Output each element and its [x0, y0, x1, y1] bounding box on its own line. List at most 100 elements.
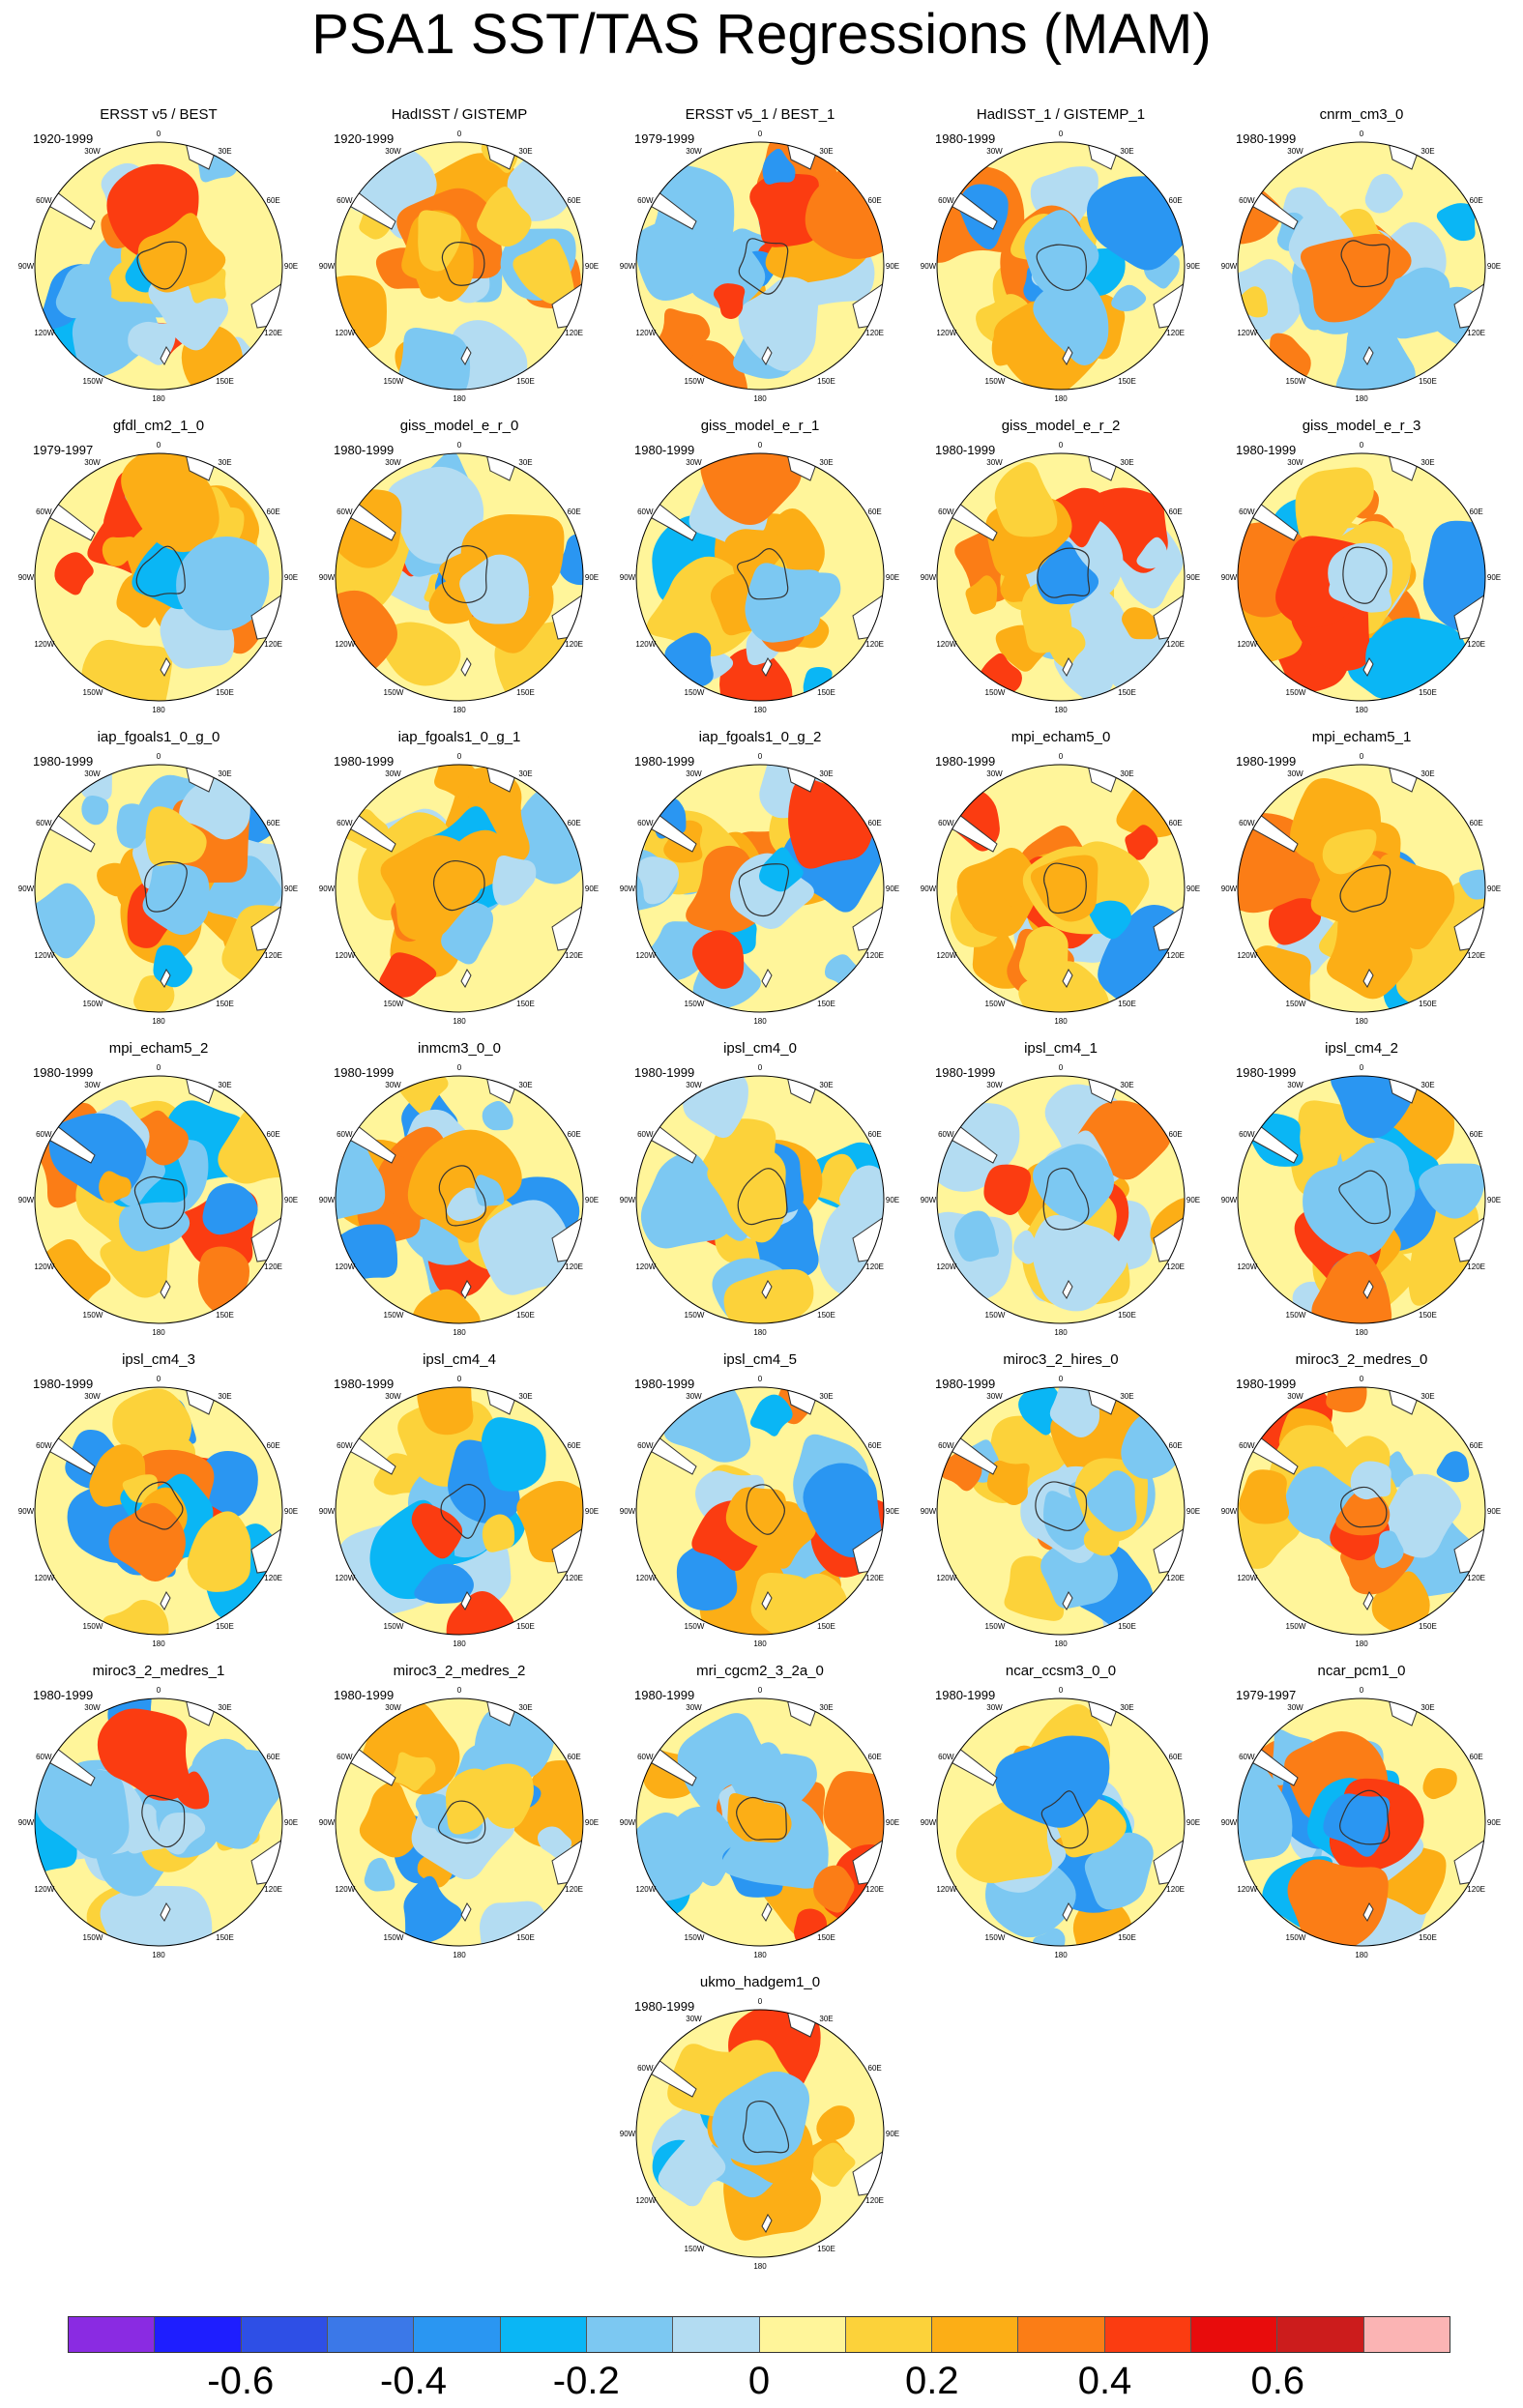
longitude-label: 150E — [1118, 1932, 1136, 1942]
anomaly-contour — [97, 1708, 190, 1801]
panel-title: mri_cgcm2_3_2a_0 — [696, 1663, 824, 1679]
panel-period: 1980-1999 — [634, 1065, 695, 1080]
map-panel: ipsl_cm4_1 1980-1999 0 30E 60E 90E 120E 150E 180… — [916, 1040, 1206, 1337]
longitude-label: 30E — [1120, 769, 1134, 779]
map-panel: ncar_pcm1_0 1979-1997 0 30E 60E 90E 120E 150E 18… — [1216, 1663, 1507, 1959]
longitude-label: 30E — [819, 1081, 834, 1090]
longitude-label: 60W — [1239, 818, 1255, 827]
map-boundary-circle — [1237, 1075, 1486, 1324]
polar-stereographic-map — [34, 1697, 283, 1947]
panel-period: 1980-1999 — [1236, 131, 1297, 146]
anomaly-contour — [1374, 1530, 1404, 1569]
longitude-label: 150E — [1118, 376, 1136, 386]
map-boundary-circle — [34, 452, 283, 702]
polar-stereographic-map — [335, 141, 584, 391]
anomaly-contour — [81, 639, 173, 701]
anomaly-contour — [1033, 276, 1109, 366]
longitude-label: 150W — [1285, 1932, 1306, 1942]
polar-stereographic-map — [1237, 764, 1486, 1013]
anomaly-contour — [1419, 1163, 1485, 1219]
anomaly-contour — [1086, 1470, 1137, 1532]
longitude-label: 30W — [84, 1703, 101, 1713]
anomaly-contour — [749, 1394, 793, 1436]
map-boundary-circle — [1237, 1697, 1486, 1947]
longitude-label: 150W — [82, 687, 103, 697]
longitude-label: 150E — [216, 999, 234, 1008]
longitude-label: 90E — [283, 1818, 299, 1827]
longitude-label: 60E — [1168, 1752, 1183, 1761]
panel-title: iap_fgoals1_0_g_2 — [698, 729, 822, 745]
longitude-label: 60E — [567, 195, 581, 205]
longitude-label: 150E — [516, 376, 535, 386]
map-panel: cnrm_cm3_0 1980-1999 0 30E 60E 90E 120E 150E 180… — [1216, 106, 1507, 403]
longitude-label: 150E — [817, 687, 835, 697]
longitude-label: 60W — [637, 507, 654, 516]
map-boundary-circle — [635, 1386, 885, 1636]
antarctica-coastline — [441, 241, 485, 286]
longitude-label: 30W — [1287, 769, 1303, 779]
longitude-label: 150W — [82, 1310, 103, 1320]
anomaly-contour — [954, 1210, 999, 1262]
panel-title: ncar_ccsm3_0_0 — [1005, 1663, 1117, 1679]
antarctica-coastline — [1342, 546, 1388, 604]
longitude-label: 180 — [152, 1951, 165, 1959]
new-zealand-landmass — [761, 1902, 773, 1922]
panel-period: 1980-1999 — [334, 1377, 395, 1391]
new-zealand-landmass — [761, 1280, 773, 1299]
panel-title: inmcm3_0_0 — [418, 1040, 501, 1057]
colorbar-swatch — [414, 2317, 501, 2352]
anomaly-contour — [100, 1234, 170, 1298]
colorbar-swatch — [1104, 2317, 1192, 2352]
longitude-label: 60W — [36, 1440, 52, 1450]
antarctica-coastline — [738, 238, 789, 295]
longitude-label: 60W — [36, 507, 52, 516]
anomaly-contour — [459, 554, 529, 624]
polar-stereographic-map — [34, 1075, 283, 1324]
antarctica-coastline — [141, 1794, 186, 1848]
longitude-label: 120E — [865, 950, 884, 960]
longitude-label: 30W — [686, 2015, 702, 2024]
longitude-label: 0 — [156, 1375, 161, 1383]
map-boundary-circle — [1237, 141, 1486, 391]
anomaly-contour — [658, 2132, 726, 2207]
longitude-label: 90W — [920, 1196, 937, 1204]
antarctica-coastline — [1043, 862, 1087, 914]
longitude-label: 180 — [1355, 1639, 1368, 1648]
longitude-label: 120W — [635, 2195, 657, 2205]
longitude-label: 150W — [383, 1310, 404, 1320]
anomaly-contour — [1018, 961, 1110, 1012]
longitude-label: 60W — [938, 1440, 954, 1450]
new-zealand-landmass — [460, 1902, 472, 1922]
longitude-label: 60E — [1469, 818, 1483, 827]
longitude-label: 150W — [684, 2244, 705, 2253]
longitude-label: 120E — [1166, 1884, 1185, 1894]
longitude-label: 120W — [936, 1884, 957, 1894]
colorbar-swatch — [241, 2317, 328, 2352]
longitude-label: 90E — [885, 262, 900, 271]
anomaly-contour — [417, 1387, 474, 1436]
new-zealand-landmass — [1062, 657, 1073, 677]
antarctica-coastline — [1036, 244, 1087, 291]
anomaly-contour — [407, 1129, 522, 1243]
polar-stereographic-map — [635, 1386, 885, 1636]
longitude-label: 60E — [1168, 507, 1183, 516]
longitude-label: 90E — [584, 1196, 600, 1204]
longitude-label: 60E — [1168, 1440, 1183, 1450]
anomaly-contour — [1364, 173, 1403, 214]
longitude-label: 60W — [1239, 1129, 1255, 1139]
longitude-label: 90E — [283, 262, 299, 271]
map-panel: giss_model_e_r_1 1980-1999 0 30E 60E 90E 120E 1… — [615, 418, 905, 714]
antarctica-coastline — [144, 861, 188, 913]
colorbar-swatch — [500, 2317, 587, 2352]
map-panel: iap_fgoals1_0_g_2 1980-1999 0 30E 60E 90E 120E… — [615, 729, 905, 1026]
anomaly-contour — [145, 806, 207, 866]
map-boundary-circle — [34, 1075, 283, 1324]
longitude-label: 120E — [264, 639, 282, 649]
longitude-label: 90W — [318, 573, 336, 582]
longitude-label: 180 — [453, 1328, 466, 1337]
longitude-label: 90W — [17, 885, 35, 893]
longitude-label: 30W — [686, 458, 702, 468]
longitude-label: 150E — [1419, 999, 1437, 1008]
longitude-label: 60W — [938, 1752, 954, 1761]
new-zealand-landmass — [761, 969, 773, 988]
